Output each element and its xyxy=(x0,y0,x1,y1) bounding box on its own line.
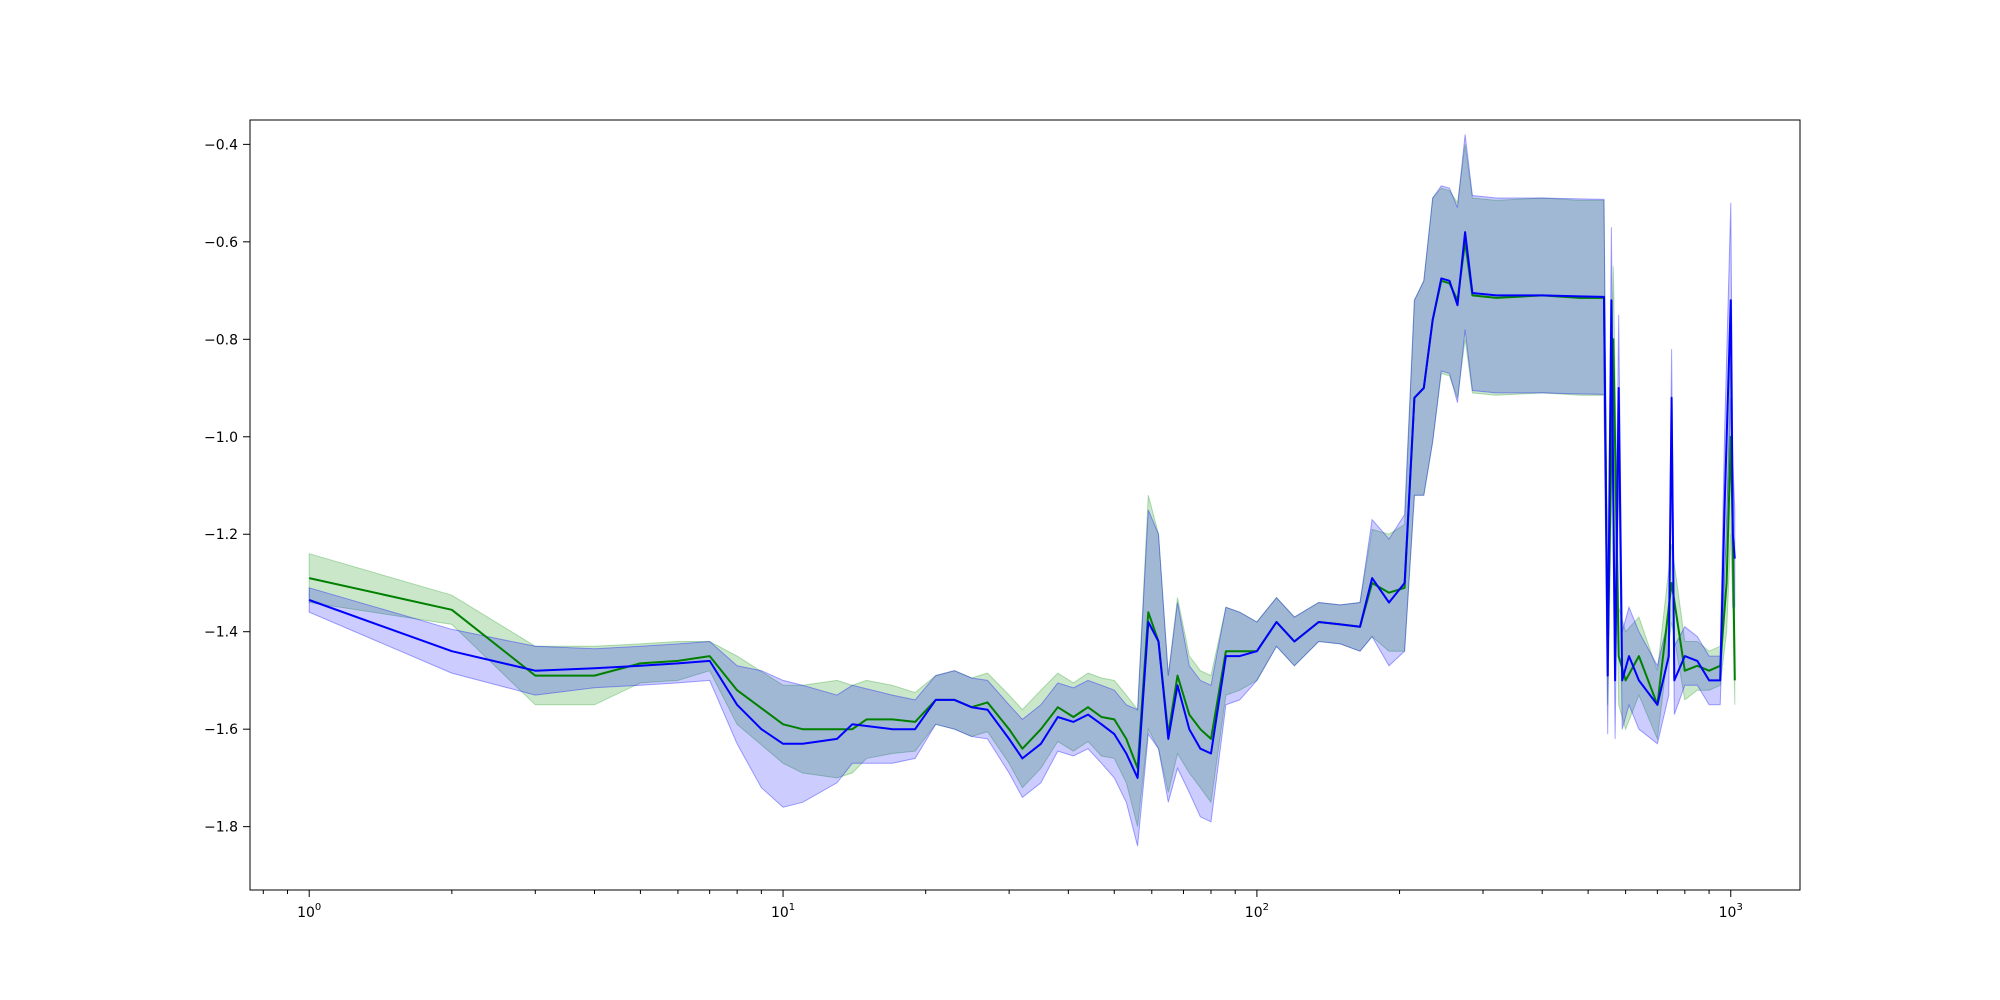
series-1-band xyxy=(308,144,1736,827)
x-axis: 100 101 102 103 xyxy=(262,890,1743,921)
x-tick-label-2: 102 xyxy=(1245,902,1269,921)
y-tick-label-0: −0.4 xyxy=(204,137,238,153)
y-tick-label-4: −1.2 xyxy=(204,527,238,543)
x-tick-label-0: 100 xyxy=(297,902,321,921)
x-tick-label-3: 103 xyxy=(1719,902,1743,921)
y-tick-label-5: −1.4 xyxy=(204,625,238,641)
series-2-line xyxy=(308,231,1736,779)
y-tick-label-7: −1.8 xyxy=(204,820,238,836)
series-1-line xyxy=(308,240,1736,770)
y-tick-label-6: −1.6 xyxy=(204,722,238,738)
y-tick-label-2: −0.8 xyxy=(204,332,238,348)
y-tick-label-1: −0.6 xyxy=(204,235,238,251)
y-axis: −0.4 −0.6 −0.8 −1.0 −1.2 −1.4 −1.6 −1.8 xyxy=(204,137,250,836)
series-2-band xyxy=(308,134,1736,847)
y-tick-label-3: −1.0 xyxy=(204,430,238,446)
series-lines xyxy=(308,231,1736,779)
plot-area-frame xyxy=(249,119,1801,891)
confidence-bands xyxy=(308,134,1736,847)
x-tick-label-1: 101 xyxy=(771,902,795,921)
